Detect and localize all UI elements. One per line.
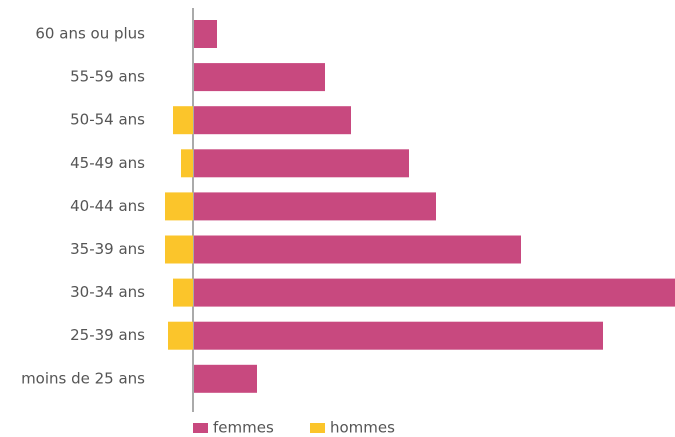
y-tick-label: 50-54 ans <box>70 111 145 129</box>
legend-label: femmes <box>213 419 274 437</box>
bar <box>194 149 409 178</box>
y-tick-label: 55-59 ans <box>70 68 145 86</box>
bar <box>194 364 257 393</box>
bar <box>194 20 217 48</box>
bar <box>165 192 193 221</box>
bar <box>194 106 351 135</box>
bar <box>194 235 521 264</box>
y-tick-label: 45-49 ans <box>70 154 145 172</box>
bar <box>194 63 325 92</box>
legend-label: hommes <box>330 419 395 437</box>
y-tick-label: 40-44 ans <box>70 197 145 215</box>
bar <box>181 149 193 178</box>
y-tick-label: moins de 25 ans <box>21 369 145 387</box>
bar <box>173 106 193 135</box>
y-tick-label: 60 ans ou plus <box>35 25 145 43</box>
legend-swatch <box>193 423 208 433</box>
bar <box>194 321 603 350</box>
bar <box>194 278 675 307</box>
bar <box>173 278 193 307</box>
bar <box>168 321 193 350</box>
y-tick-label: 25-39 ans <box>70 326 145 344</box>
legend-swatch <box>310 423 325 433</box>
y-tick-label: 35-39 ans <box>70 240 145 258</box>
bar <box>165 235 193 264</box>
bar <box>194 192 436 221</box>
y-tick-label: 30-34 ans <box>70 283 145 301</box>
